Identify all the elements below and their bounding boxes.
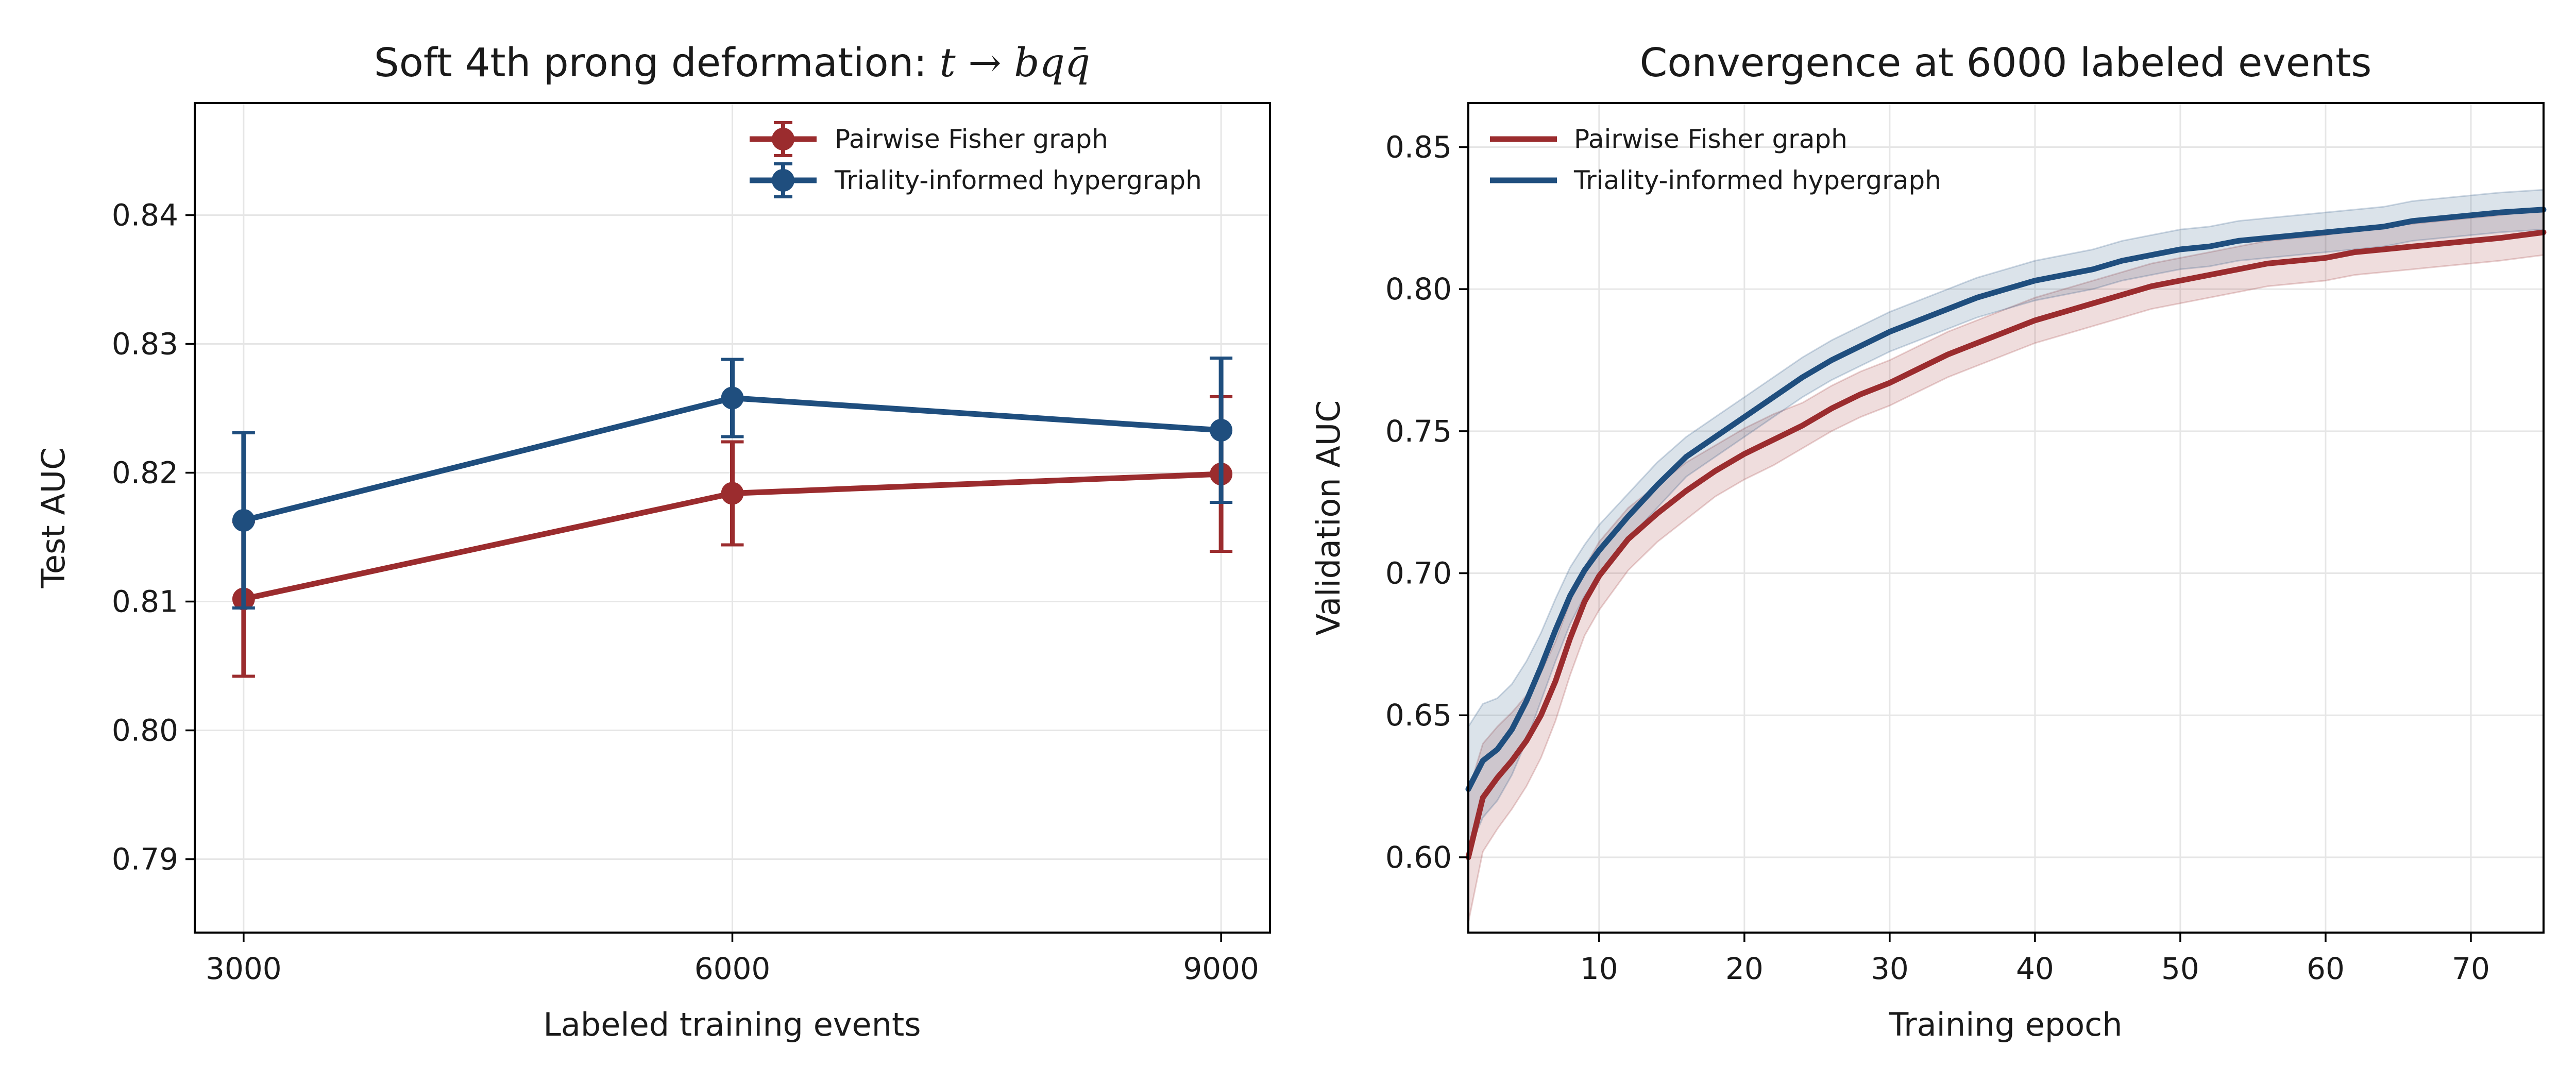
y-tick-label: 0.80 [1385,272,1452,307]
plot-frame [1467,102,2545,934]
x-tick-label: 3000 [206,951,282,986]
series-layer [1465,189,2547,923]
y-tick-label: 0.85 [1385,129,1452,164]
x-tick-label: 30 [1871,951,1909,986]
title-text: Soft 4th prong deformation: [374,40,940,86]
x-tick-label: 60 [2307,951,2345,986]
legend-entry-pairwise: Pairwise Fisher graph [1490,124,1848,154]
y-tick-label: 0.80 [112,713,178,748]
ticks: 3000 6000 9000 0.79 0.80 0.81 0.82 0.83 0.84 [112,198,1259,987]
y-tick-label: 0.84 [112,198,178,233]
x-axis-label: Training epoch [1888,1006,2122,1043]
x-tick-label: 50 [2161,951,2199,986]
y-tick-label: 0.82 [112,455,178,491]
y-tick-label: 0.75 [1385,414,1452,449]
grid [195,103,1270,933]
y-axis-label: Test AUC [35,448,72,589]
x-tick-label: 70 [2452,951,2490,986]
y-tick-label: 0.60 [1385,840,1452,875]
grid [1468,103,2544,933]
legend-entry-triality: Triality-informed hypergraph [1490,165,1941,195]
y-tick-label: 0.83 [112,327,178,362]
chart-title: Soft 4th prong deformation: t → bqq̄ [374,40,1090,86]
series-line-0 [1465,229,2547,860]
legend-swatch-marker [772,169,794,192]
data-point [232,509,255,532]
data-point [721,386,744,410]
legend-entry-pairwise: Pairwise Fisher graph [750,121,1108,157]
x-tick-label: 9000 [1183,951,1259,986]
x-tick-label: 6000 [694,951,771,986]
y-tick-label: 0.70 [1385,556,1452,591]
legend-label: Pairwise Fisher graph [1574,124,1848,154]
legend-label: Pairwise Fisher graph [835,124,1108,154]
x-axis-label: Labeled training events [543,1006,921,1043]
legend: Pairwise Fisher graph Triality-informed … [750,121,1202,198]
series-layer [232,357,1233,678]
y-tick-label: 0.79 [112,842,178,877]
y-tick-label: 0.65 [1385,698,1452,733]
panel-test-auc: 3000 6000 9000 0.79 0.80 0.81 0.82 0.83 0.84 Sof… [35,40,1271,1043]
y-axis-label: Validation AUC [1310,400,1347,636]
legend-swatch-marker [772,128,794,150]
data-point [721,482,744,505]
legend-label: Triality-informed hypergraph [834,165,1202,195]
legend-label: Triality-informed hypergraph [1573,165,1941,195]
x-tick-label: 20 [1725,951,1764,986]
panel-validation-auc: 10 20 30 40 50 60 70 0.60 0.65 0.70 0.75 0.80 0.85 C… [1310,40,2547,1043]
legend-entry-triality: Triality-informed hypergraph [750,162,1202,198]
x-tick-label: 10 [1580,951,1618,986]
y-tick-label: 0.81 [112,584,178,619]
ticks: 10 20 30 40 50 60 70 0.60 0.65 0.70 0.75 0.80 0.85 [1385,129,2490,986]
chart-title: Convergence at 6000 labeled events [1640,40,2372,86]
legend: Pairwise Fisher graph Triality-informed … [1490,124,1941,195]
x-tick-label: 40 [2016,951,2054,986]
series-line-1 [1465,207,2547,792]
title-math: t → bqq̄ [940,40,1090,86]
series-band-0 [1467,209,2545,923]
data-point [1210,419,1233,442]
